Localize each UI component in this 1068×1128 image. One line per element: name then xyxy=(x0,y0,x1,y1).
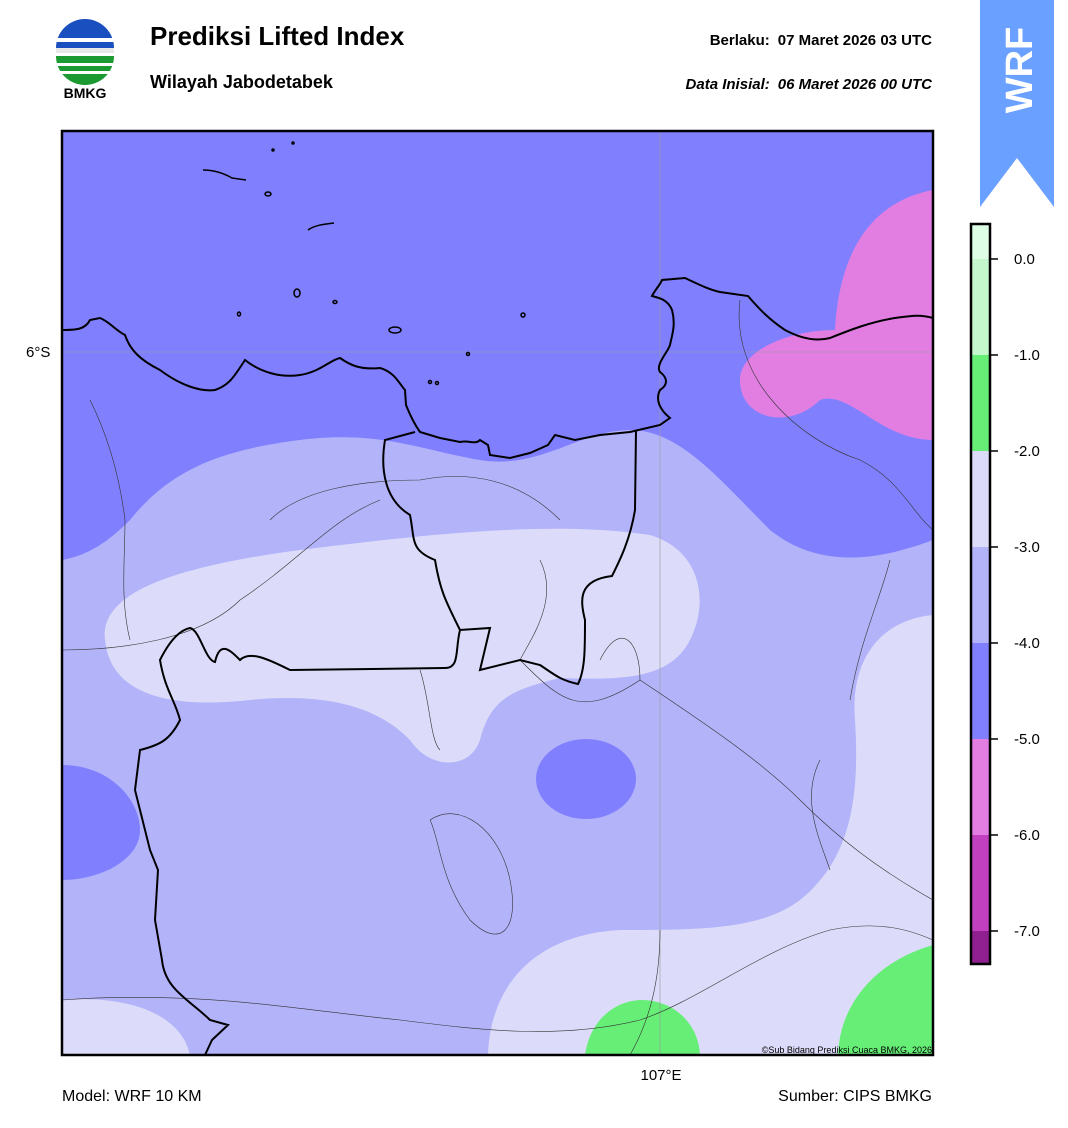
init-time: 06 Maret 2026 00 UTC xyxy=(778,76,933,93)
colorbar-band xyxy=(971,547,990,643)
coastline xyxy=(62,276,933,460)
island xyxy=(332,299,338,305)
island xyxy=(236,311,242,317)
colorbar-band xyxy=(971,835,990,931)
colorbar-tick-label: -6.0 xyxy=(1014,827,1040,844)
island xyxy=(291,141,295,145)
contour-fill xyxy=(104,528,700,763)
island xyxy=(520,312,526,318)
valid-info: Berlaku: 07 Maret 2026 03 UTC xyxy=(710,32,932,49)
valid-time: 07 Maret 2026 03 UTC xyxy=(778,32,932,49)
logo-stripe xyxy=(56,63,114,66)
colorbar-band xyxy=(971,451,990,547)
contour-fill xyxy=(740,190,933,440)
colorbar-band xyxy=(971,739,990,835)
logo-text: BMKG xyxy=(64,85,107,101)
contour-fill xyxy=(838,945,933,1055)
map-frame xyxy=(60,129,935,1057)
source-text: Sumber: CIPS BMKG xyxy=(778,1088,932,1105)
logo-top xyxy=(56,19,114,48)
island xyxy=(388,326,402,334)
subtitle: Wilayah Jabodetabek xyxy=(150,72,334,92)
colorbar-band xyxy=(971,355,990,451)
island xyxy=(465,351,471,357)
badge xyxy=(980,0,1054,207)
lon-label: 107°E xyxy=(640,1067,681,1084)
colorbar-band xyxy=(971,224,990,259)
contour-fill xyxy=(585,1000,700,1055)
credit: ©Sub Bidang Prediksi Cuaca BMKG, 2026 xyxy=(762,1045,932,1055)
colorbar-tick-label: -2.0 xyxy=(1014,443,1040,460)
colorbar-tick-label: -7.0 xyxy=(1014,923,1040,940)
province-border xyxy=(133,429,637,1055)
colorbar-band xyxy=(971,259,990,355)
colorbar-band xyxy=(971,643,990,739)
island xyxy=(271,148,275,152)
model-text: Model: WRF 10 KM xyxy=(62,1088,202,1105)
colorbar-tick-label: -1.0 xyxy=(1014,347,1040,364)
logo-bottom xyxy=(56,56,114,85)
island xyxy=(202,169,247,181)
contour-fill xyxy=(62,131,933,560)
admin-border xyxy=(62,299,933,1055)
badge-text: WRF xyxy=(999,27,1041,114)
lat-label: 6°S xyxy=(26,344,50,361)
colorbar-band xyxy=(971,931,990,964)
island xyxy=(427,379,433,385)
init-info: Data Inisial: 06 Maret 2026 00 UTC xyxy=(686,76,934,93)
map xyxy=(62,131,933,1055)
colorbar: 0.0 -1.0 -2.0 -3.0 -4.0 -5.0 -6.0 -7.0 xyxy=(969,222,1040,966)
contour-fill xyxy=(536,739,636,819)
islands xyxy=(202,141,526,386)
logo: BMKG xyxy=(56,19,114,101)
colorbar-tick-label: -4.0 xyxy=(1014,635,1040,652)
logo-stripe xyxy=(56,38,114,42)
colorbar-tick-label: 0.0 xyxy=(1014,251,1035,268)
logo-stripe xyxy=(56,71,114,74)
island xyxy=(434,380,440,386)
island xyxy=(307,222,335,231)
island xyxy=(293,288,301,298)
valid-label: Berlaku: xyxy=(710,32,770,49)
colorbar-tick-label: -5.0 xyxy=(1014,731,1040,748)
island xyxy=(264,191,272,197)
logo-mid xyxy=(56,48,114,53)
contour-fill xyxy=(488,615,933,1055)
contour-fill xyxy=(62,765,140,880)
init-label: Data Inisial: xyxy=(686,76,770,93)
contour-fill xyxy=(62,999,190,1055)
title: Prediksi Lifted Index xyxy=(150,21,405,51)
colorbar-tick-label: -3.0 xyxy=(1014,539,1040,556)
colorbar-frame xyxy=(969,222,992,966)
